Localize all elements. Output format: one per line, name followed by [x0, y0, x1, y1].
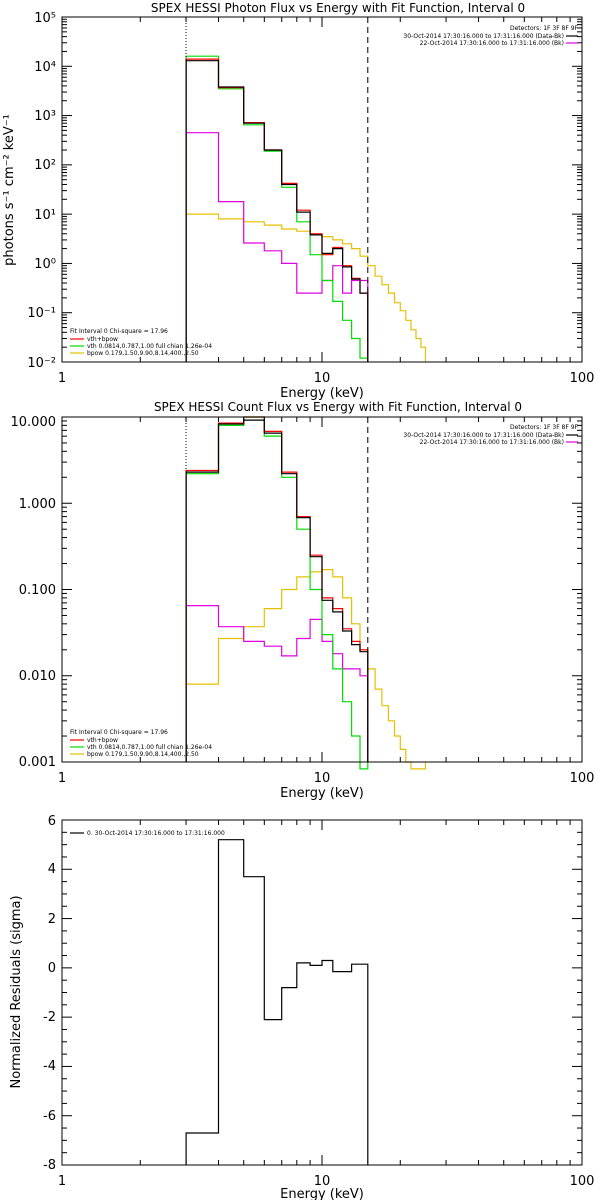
photon-ytick-label: 10⁴ — [34, 60, 56, 75]
photon-legend-bk-label: 22-Oct-2014 17:30:16.000 to 17:31:16.000… — [420, 40, 564, 47]
residuals-plot-frame — [61, 819, 583, 1166]
residuals-ytick-label: -4 — [43, 1059, 56, 1074]
photon-ytick-label: 10³ — [34, 109, 56, 124]
count-series-bpow — [185, 569, 427, 770]
residuals-legend-label: 0. 30-Oct-2014 17:30:16.000 to 17:31:16.… — [87, 830, 225, 837]
count-legend-total-label: vth+bpow — [87, 737, 118, 744]
residuals-series-group — [185, 839, 369, 1165]
count-ytick-label: 10.000 — [11, 415, 57, 430]
photon-y-axis-label: photons s⁻¹ cm⁻² keV⁻¹ — [2, 114, 17, 266]
count-series-data — [185, 419, 369, 762]
residuals-ytick-label: 6 — [48, 814, 56, 829]
residuals-ytick-label: -6 — [43, 1109, 56, 1124]
count-series-vth — [185, 416, 369, 770]
photon-legend-right: Detectors: 1F 3F 8F 9F 30-Oct-2014 17:30… — [403, 25, 578, 47]
residuals-panel: -8 -6 -4 -2 0 2 4 6 1 10 100 Energy (keV… — [9, 814, 594, 1200]
photon-legend-total-label: vth+bpow — [87, 336, 118, 343]
photon-legend-vth-label: vth 0.0814,0.787,1.00 full chian 1.26e-0… — [87, 343, 212, 350]
photon-ytick-label: 10⁰ — [34, 257, 56, 272]
residuals-y-tick-labels: -8 -6 -4 -2 0 2 4 6 — [43, 814, 56, 1173]
count-legend-bk-label: 22-Oct-2014 17:30:16.000 to 17:31:16.000… — [420, 439, 564, 446]
photon-axis-ticks — [61, 17, 583, 363]
photon-ytick-label: 10² — [34, 158, 56, 173]
residuals-series-data — [185, 839, 369, 1165]
photon-flux-panel: SPEX HESSI Photon Flux vs Energy with Fi… — [2, 1, 594, 401]
photon-x-tick-labels: 1 10 100 — [58, 371, 595, 386]
count-ytick-label: 1.000 — [19, 497, 56, 512]
count-xtick-label: 100 — [570, 771, 595, 786]
count-ytick-label: 0.010 — [19, 669, 56, 684]
residuals-xtick-label: 10 — [314, 1174, 331, 1189]
count-xtick-label: 1 — [58, 771, 66, 786]
photon-fit-interval-label: Fit Interval 0 Chi-square = 17.96 — [70, 328, 168, 335]
count-x-axis-label: Energy (keV) — [280, 786, 364, 801]
photon-chart-title: SPEX HESSI Photon Flux vs Energy with Fi… — [151, 1, 525, 15]
photon-ytick-label: 10¹ — [34, 208, 56, 223]
residuals-ytick-label: -2 — [43, 1010, 56, 1025]
residuals-axis-ticks — [61, 819, 583, 1166]
count-axis-ticks — [61, 417, 583, 763]
photon-detectors-label: Detectors: 1F 3F 8F 9F — [510, 25, 579, 32]
photon-series-total — [185, 58, 369, 362]
count-legend-right: Detectors: 1F 3F 8F 9F 30-Oct-2014 17:30… — [403, 424, 578, 446]
photon-legend-bpow-label: bpow 0.179,1.50,9.90,8.14,400.,2.50 — [87, 350, 199, 357]
residuals-ytick-label: 4 — [48, 862, 56, 877]
count-fit-range-markers — [185, 417, 369, 762]
residuals-x-axis-label: Energy (keV) — [280, 1187, 364, 1200]
count-series-background — [185, 605, 369, 762]
count-legend-vth-label: vth 0.0814,0.787,1.00 full chian 1.26e-0… — [87, 744, 212, 751]
photon-legend-left: Fit Interval 0 Chi-square = 17.96 vth+bp… — [70, 328, 212, 357]
count-legend-data-label: 30-Oct-2014 17:30:16.000 to 17:31:16.000… — [403, 432, 564, 439]
photon-ytick-label: 10⁵ — [34, 11, 56, 26]
photon-xtick-label: 10 — [314, 371, 331, 386]
residuals-legend: 0. 30-Oct-2014 17:30:16.000 to 17:31:16.… — [70, 830, 225, 837]
count-ytick-label: 0.100 — [19, 583, 56, 598]
residuals-ytick-label: -8 — [43, 1158, 56, 1173]
count-chart-title: SPEX HESSI Count Flux vs Energy with Fit… — [154, 400, 522, 414]
count-x-tick-labels: 1 10 100 — [58, 771, 595, 786]
photon-fit-range-markers — [185, 17, 369, 362]
residuals-ytick-label: 0 — [48, 961, 56, 976]
photon-plot-frame — [61, 16, 583, 363]
count-y-tick-labels: 0.001 0.010 0.100 1.000 10.000 — [11, 415, 57, 770]
count-xtick-label: 10 — [314, 771, 331, 786]
photon-series-bpow — [185, 213, 427, 362]
photon-series-data — [185, 60, 369, 362]
photon-series-group — [185, 55, 427, 362]
count-series-total — [185, 416, 369, 762]
photon-legend-data-label: 30-Oct-2014 17:30:16.000 to 17:31:16.000… — [403, 33, 564, 40]
residuals-x-tick-labels: 1 10 100 — [58, 1174, 595, 1189]
residuals-y-axis-label: Normalized Residuals (sigma) — [9, 895, 24, 1088]
residuals-xtick-label: 100 — [570, 1174, 595, 1189]
photon-series-vth — [185, 55, 369, 362]
count-flux-panel: SPEX HESSI Count Flux vs Energy with Fit… — [11, 400, 595, 801]
photon-series-background — [185, 132, 369, 362]
count-ytick-label: 0.001 — [19, 755, 56, 770]
photon-ytick-label: 10⁻² — [27, 356, 56, 371]
count-legend-left: Fit Interval 0 Chi-square = 17.96 vth+bp… — [70, 729, 212, 758]
count-fit-interval-label: Fit Interval 0 Chi-square = 17.96 — [70, 729, 168, 736]
residuals-xtick-label: 1 — [58, 1174, 66, 1189]
photon-x-axis-label: Energy (keV) — [280, 386, 364, 401]
photon-xtick-label: 100 — [570, 371, 595, 386]
residuals-ytick-label: 2 — [48, 912, 56, 927]
photon-xtick-label: 1 — [58, 371, 66, 386]
count-detectors-label: Detectors: 1F 3F 8F 9F — [510, 424, 579, 431]
photon-ytick-label: 10⁻¹ — [27, 306, 56, 321]
photon-y-tick-labels: 10⁻² 10⁻¹ 10⁰ 10¹ 10² 10³ 10⁴ 10⁵ — [27, 11, 56, 371]
count-series-group — [185, 416, 427, 770]
count-legend-bpow-label: bpow 0.179,1.50,9.90,8.14,400.,2.50 — [87, 751, 199, 758]
